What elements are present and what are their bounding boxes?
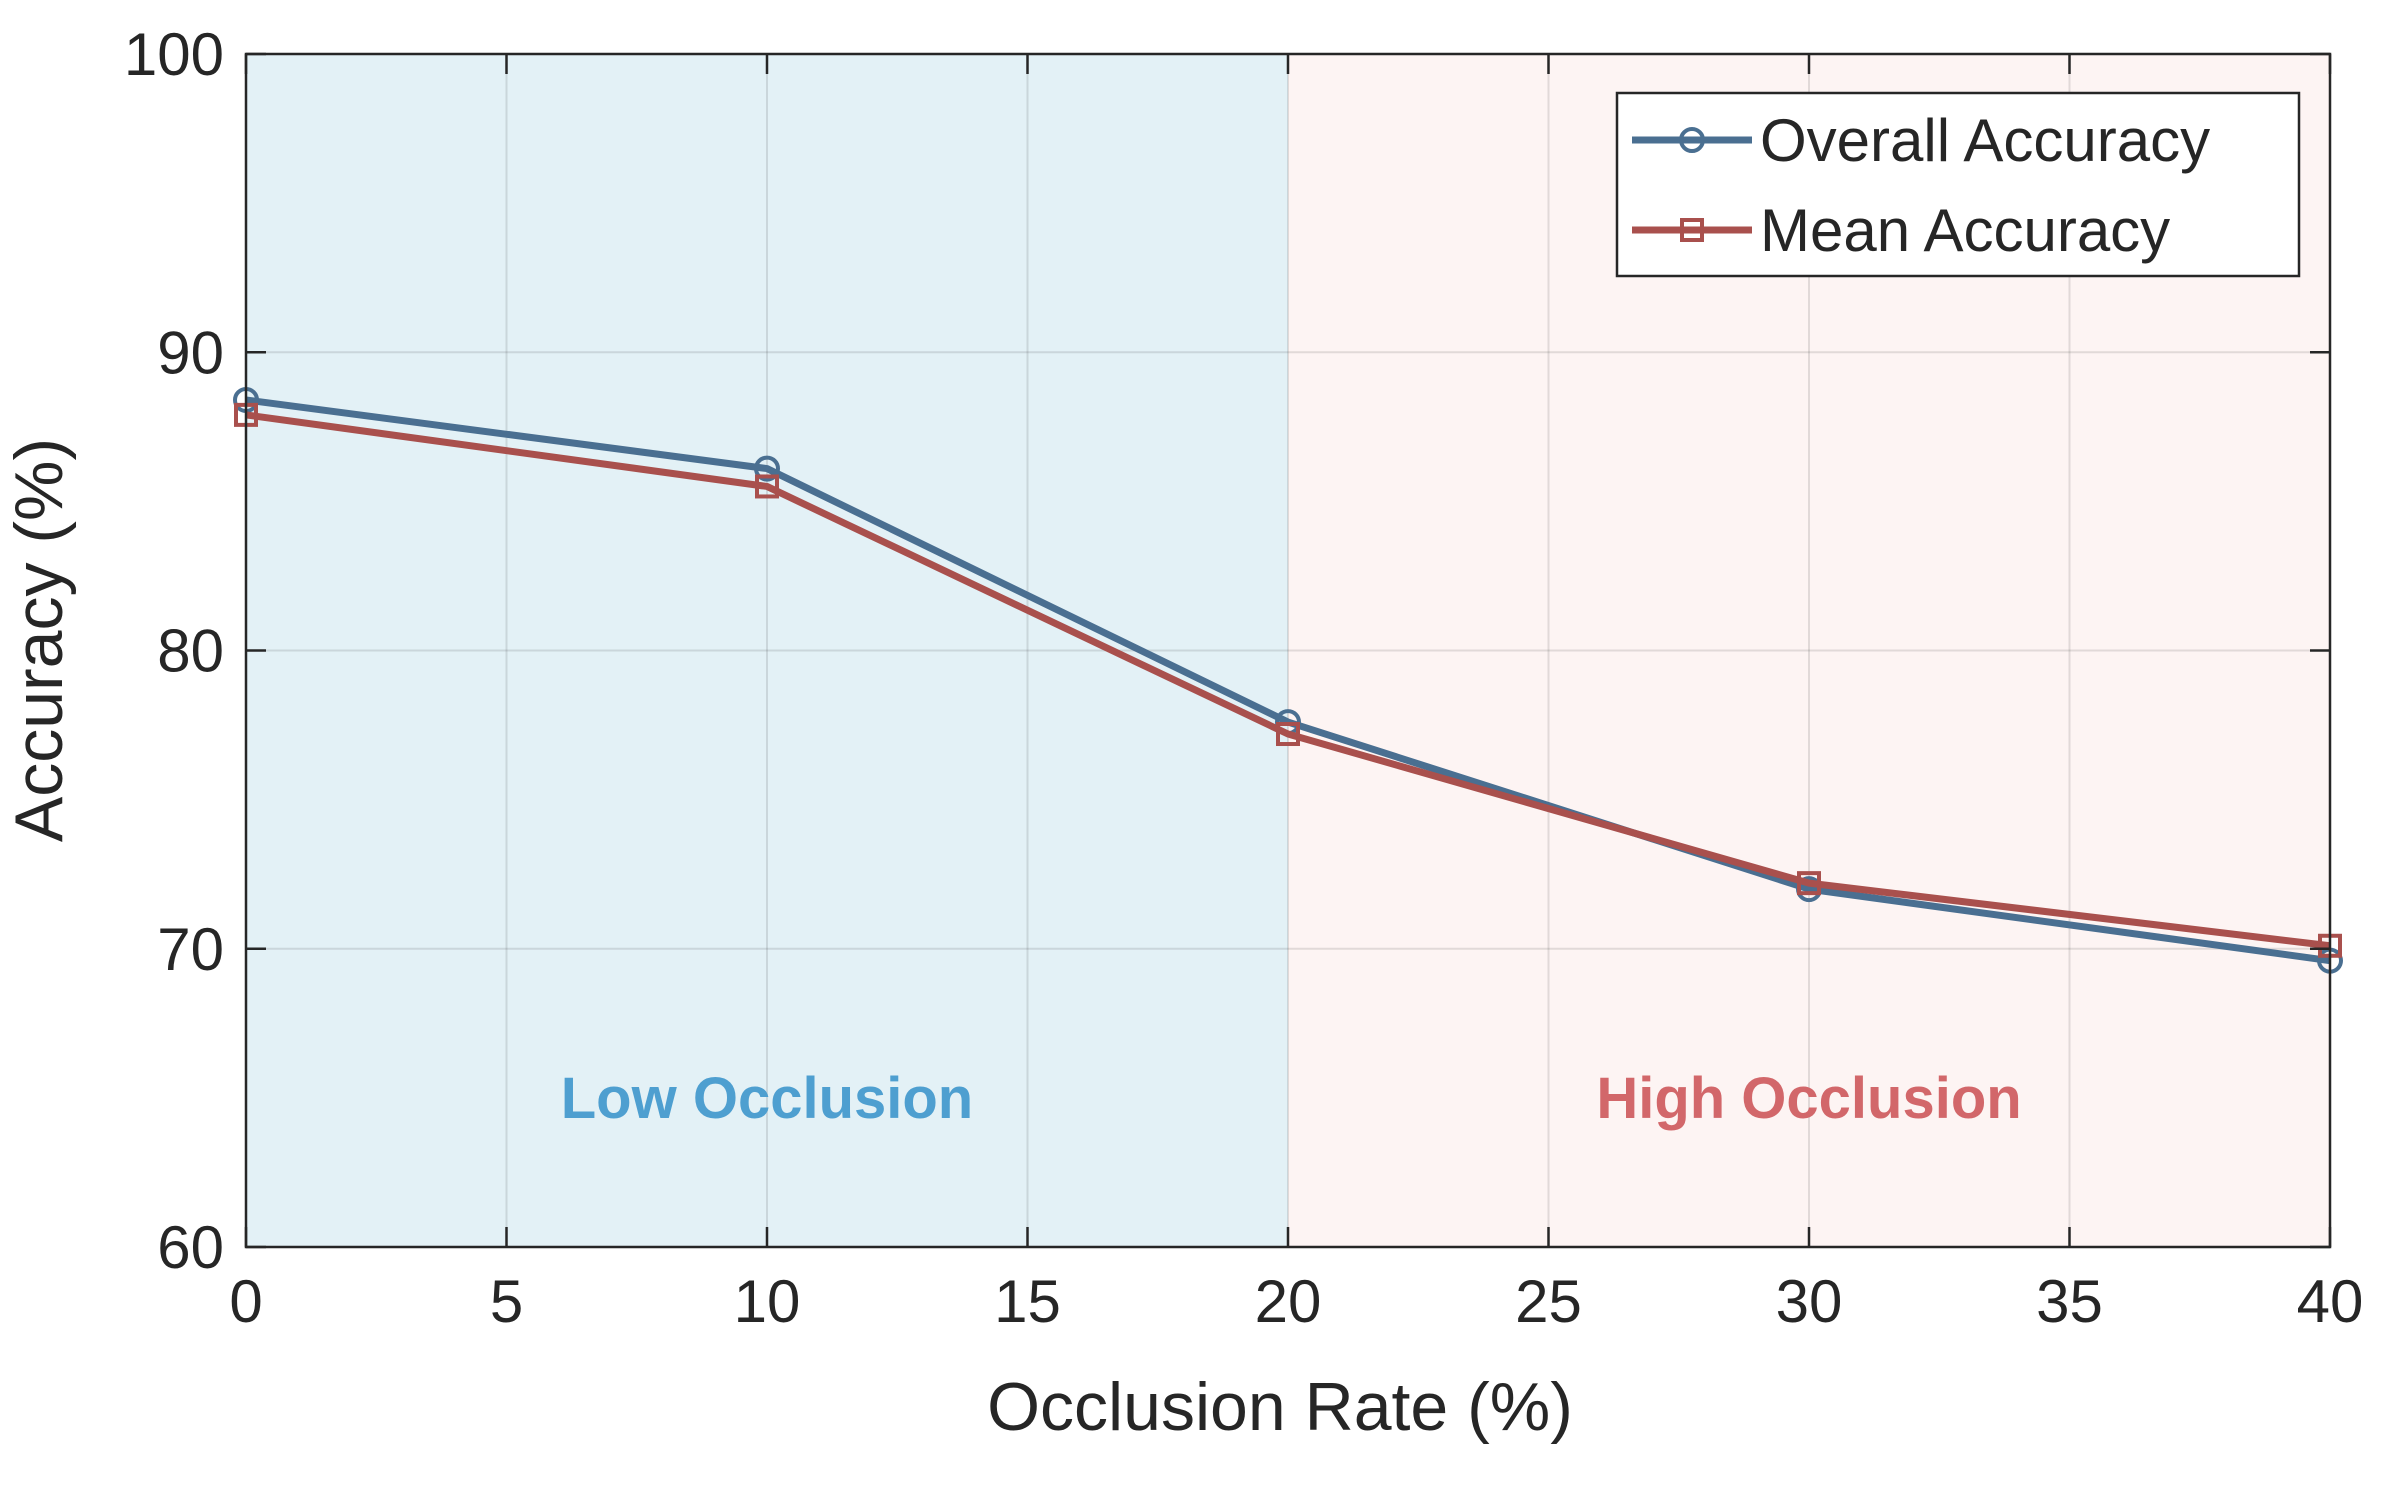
y-tick-label: 100 xyxy=(124,21,224,88)
region-label-high-occlusion: High Occlusion xyxy=(1596,1066,2021,1131)
x-axis-label: Occlusion Rate (%) xyxy=(987,1369,1573,1445)
region-label-low-occlusion: Low Occlusion xyxy=(561,1066,974,1131)
y-tick-label: 80 xyxy=(157,618,224,685)
x-tick-label: 0 xyxy=(229,1268,262,1335)
data-point-mean-accuracy xyxy=(755,474,779,499)
x-tick-label: 25 xyxy=(1515,1268,1582,1335)
x-tick-label: 35 xyxy=(2036,1268,2103,1335)
legend-entries: Overall Accuracy Mean Accuracy xyxy=(1632,107,2210,264)
legend-label-mean-accuracy: Mean Accuracy xyxy=(1760,197,2170,264)
x-tick-label: 30 xyxy=(1776,1268,1843,1335)
y-tick-label: 60 xyxy=(157,1214,224,1281)
x-tick-label: 10 xyxy=(734,1268,801,1335)
y-tick-label: 70 xyxy=(157,916,224,983)
data-point-overall-accuracy xyxy=(754,455,780,482)
region-labels-layer: Low Occlusion High Occlusion xyxy=(561,1066,2022,1131)
series-layer xyxy=(233,386,2343,974)
x-tick-label: 15 xyxy=(994,1268,1061,1335)
series-line-mean-accuracy xyxy=(245,411,2331,950)
legend-marker-mean-accuracy xyxy=(1680,218,1704,242)
x-tick-label: 40 xyxy=(2297,1268,2364,1335)
legend-marker-overall-accuracy xyxy=(1679,127,1705,153)
data-point-mean-accuracy xyxy=(1276,722,1300,747)
y-tick-label: 90 xyxy=(157,319,224,386)
grid-layer xyxy=(245,53,2331,1248)
legend: Overall Accuracy Mean Accuracy xyxy=(1615,91,2301,278)
x-tick-label: 20 xyxy=(1255,1268,1322,1335)
ticks-layer: 0 5 10 15 20 25 30 35 40 60 70 80 90 100 xyxy=(124,21,2363,1335)
y-axis-label: Accuracy (%) xyxy=(1,438,77,842)
x-tick-label: 5 xyxy=(490,1268,523,1335)
legend-label-overall-accuracy: Overall Accuracy xyxy=(1760,107,2210,174)
legend-box xyxy=(1615,91,2301,278)
data-point-mean-accuracy xyxy=(1797,871,1821,896)
